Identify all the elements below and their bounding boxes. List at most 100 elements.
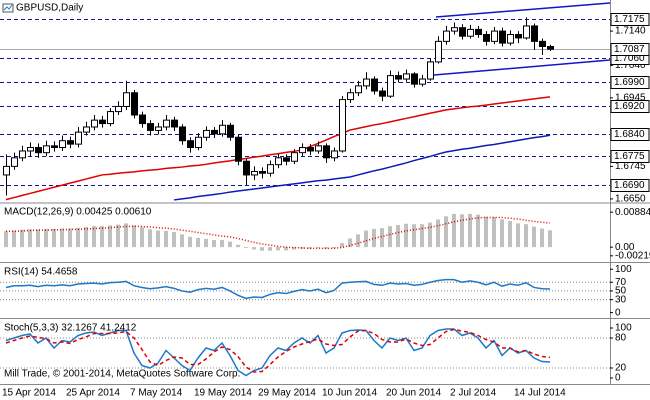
indicator-line [5, 278, 551, 300]
candle-body [147, 123, 154, 131]
candle-body [547, 45, 554, 50]
candle-body [355, 85, 362, 94]
candle-body [531, 25, 538, 42]
candle-body [171, 119, 178, 128]
symbol-icon [2, 3, 14, 13]
macd-bar [476, 214, 480, 248]
macd-bar [100, 226, 104, 248]
candle-body [11, 157, 18, 167]
x-tick-label: 10 Jun 2014 [322, 388, 377, 399]
macd-bar [148, 229, 152, 248]
channel-upper [435, 2, 611, 18]
macd-bar [540, 228, 544, 248]
y-tick-label: 50 [615, 286, 627, 297]
candle-body [491, 30, 498, 42]
macd-bar [132, 225, 136, 248]
candle-body [475, 28, 482, 36]
candle-body [3, 165, 10, 176]
level-label: 1.6920 [614, 101, 645, 112]
candle-body [107, 111, 114, 125]
macd-bar [236, 244, 240, 248]
macd-bar [36, 229, 40, 248]
macd-bar [436, 219, 440, 248]
macd-bar [308, 247, 312, 249]
macd-bar [212, 240, 216, 248]
candle-body [19, 150, 26, 159]
x-tick-label: 2 Jul 2014 [450, 388, 497, 399]
x-tick-label: 19 May 2014 [194, 388, 252, 399]
candle-body [411, 73, 418, 85]
macd-bar [196, 238, 200, 248]
channel-lower [433, 59, 611, 76]
candle-body [235, 136, 242, 162]
macd-bar [284, 247, 288, 251]
candle-body [123, 92, 130, 107]
pane-title: RSI(14) 54.4658 [4, 267, 78, 278]
level-label: 1.7060 [614, 53, 645, 64]
candle-body [299, 147, 306, 154]
macd-bar [92, 226, 96, 248]
macd-bar [68, 228, 72, 248]
candle-body [331, 150, 338, 159]
signal-line [6, 216, 551, 250]
macd-bar [180, 234, 184, 248]
macd-bar [252, 247, 256, 250]
candle-body [211, 129, 218, 135]
level-box [610, 128, 650, 141]
candle-body [259, 171, 266, 174]
macd-bar [156, 230, 160, 248]
candle-body [51, 145, 58, 149]
macd-bar [188, 236, 192, 248]
pane-title: MACD(12,26,9) 0.00425 0.00610 [4, 207, 152, 218]
macd-bar [140, 227, 144, 248]
candle-body [315, 145, 322, 152]
candle-body [163, 119, 170, 128]
candle-body [243, 160, 250, 176]
level-box [610, 76, 650, 89]
y-tick-label: 30 [615, 294, 627, 305]
candle-body [507, 34, 514, 44]
candle-body [523, 25, 530, 39]
candle-body [91, 119, 98, 128]
x-tick-label: 14 Jul 2014 [514, 388, 566, 399]
copyright: Mill Trade, © 2001-2014, MetaQuotes Soft… [4, 369, 240, 380]
candle-body [251, 171, 258, 176]
y-tick-label: -0.00219 [615, 250, 650, 261]
y-tick-label: 0.00884 [615, 207, 650, 218]
macd-bar [364, 230, 368, 248]
macd-bar [260, 247, 264, 251]
x-tick-label: 25 Apr 2014 [66, 388, 120, 399]
macd-bar [172, 232, 176, 248]
macd-bar [532, 226, 536, 248]
candle-body [83, 126, 90, 133]
candle-body [203, 129, 210, 138]
macd-bar [452, 213, 456, 248]
moving-average [173, 134, 551, 201]
macd-bar [548, 230, 552, 248]
macd-bar [356, 234, 360, 248]
macd-bar [524, 224, 528, 248]
y-tick-label: 80 [615, 333, 627, 344]
candle-body [499, 30, 506, 44]
candle-body [427, 61, 434, 80]
candle-body [307, 147, 314, 152]
current-price-box [610, 43, 650, 56]
y-tick-label: 1.6650 [615, 194, 646, 205]
macd-bar [292, 247, 296, 250]
macd-bar [220, 240, 224, 248]
candle-body [267, 164, 274, 174]
pane-title: GBPUSD,Daily [16, 3, 83, 14]
candle-body [515, 34, 522, 39]
macd-bar [412, 224, 416, 248]
y-tick-label: 0 [615, 307, 621, 318]
macd-bar [116, 224, 120, 248]
x-tick-label: 29 May 2014 [258, 388, 316, 399]
candle-body [139, 114, 146, 125]
candle-body [339, 99, 346, 152]
level-label: 1.6690 [614, 180, 645, 191]
candle-body [403, 73, 410, 80]
candle-body [59, 140, 66, 149]
candle-body [155, 126, 162, 131]
candle-body [43, 145, 50, 154]
level-label: 1.6840 [614, 129, 645, 140]
